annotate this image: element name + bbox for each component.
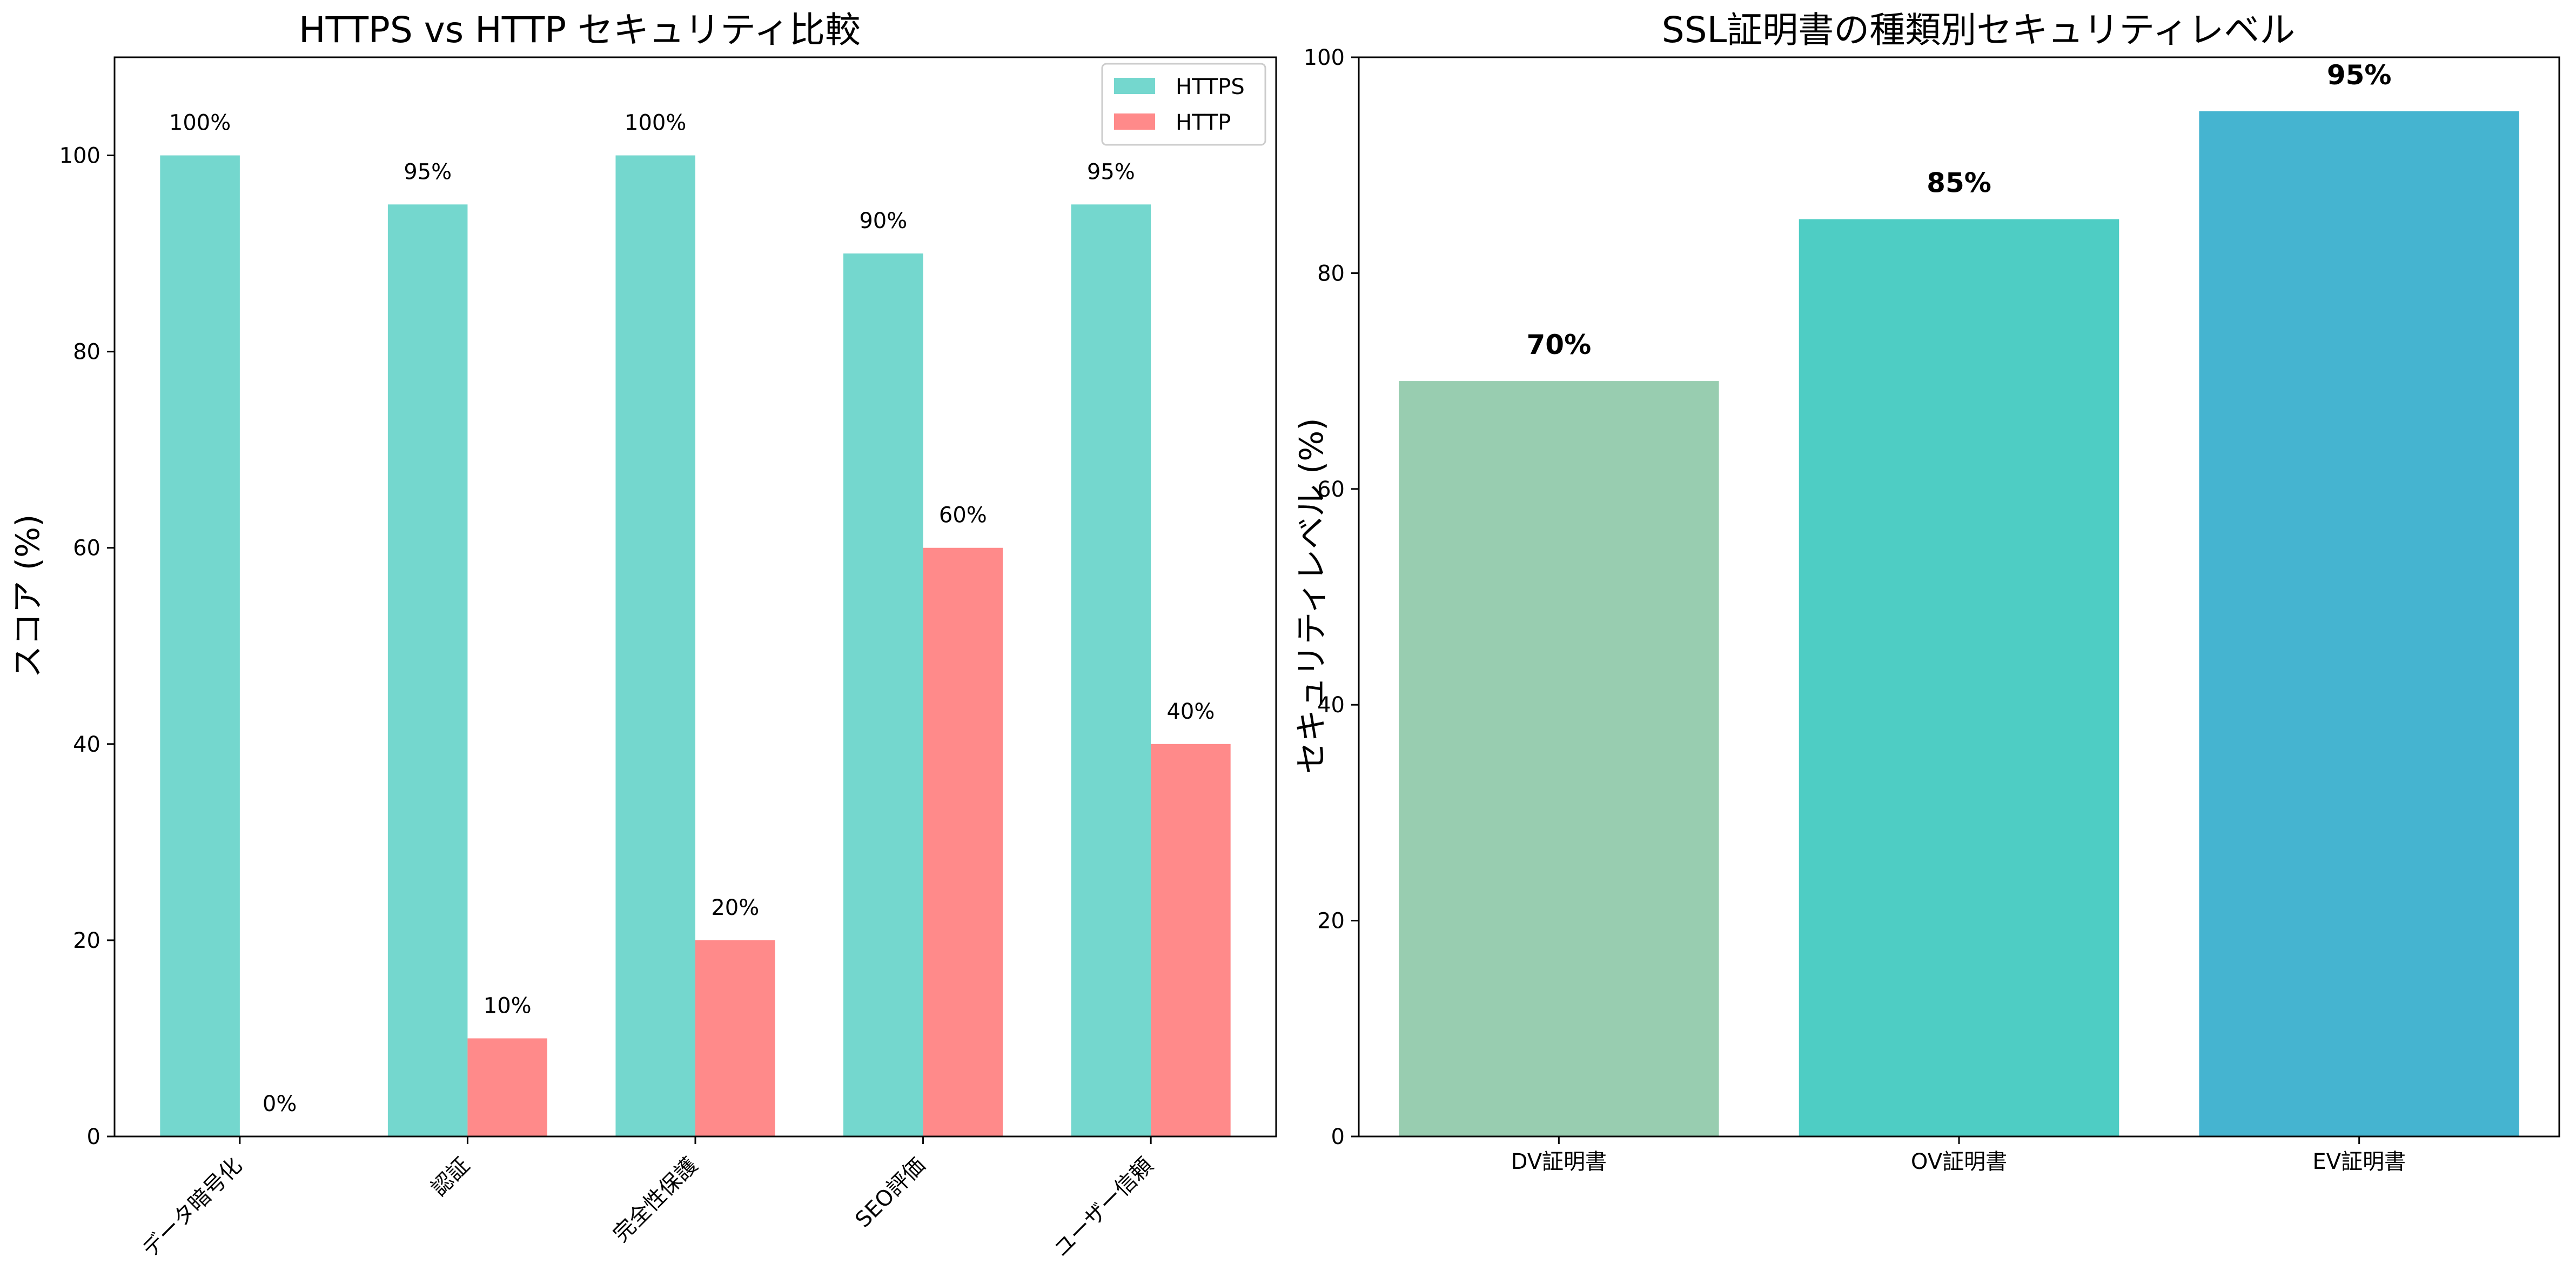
bar-cert-2 <box>2199 111 2519 1137</box>
chart2-y-axis-label: セキュリティレベル (%) <box>1293 418 1331 774</box>
y-tick-label: 60 <box>73 536 100 561</box>
y-tick-label: 40 <box>73 732 100 757</box>
value-label-https-1: 95% <box>404 159 452 184</box>
bar-https-1 <box>387 204 468 1137</box>
value-label-cert-0: 70% <box>1526 329 1591 360</box>
value-label-https-3: 90% <box>859 209 907 233</box>
chart2-ticks: 0 20 40 60 80 100 DV証明書 OV証明書 EV証明書 <box>1304 45 2406 1174</box>
y-tick-label: 60 <box>1317 477 1345 502</box>
legend-swatch-http <box>1114 113 1155 130</box>
bar-http-4 <box>1151 744 1231 1136</box>
bar-cert-1 <box>1799 219 2119 1136</box>
value-label-http-0: 0% <box>263 1092 297 1116</box>
value-label-https-0: 100% <box>169 111 231 136</box>
chart1-title: HTTPS vs HTTP セキュリティ比較 <box>299 9 861 51</box>
bar-https-4 <box>1071 204 1151 1137</box>
chart1-plot-frame <box>113 56 1277 1138</box>
y-tick-label: 0 <box>1331 1125 1345 1149</box>
y-tick-label: 0 <box>87 1125 100 1149</box>
bar-http-2 <box>695 940 775 1136</box>
value-label-http-3: 60% <box>939 503 987 528</box>
value-label-http-1: 10% <box>484 993 532 1018</box>
bar-https-3 <box>843 253 923 1136</box>
y-tick-label: 100 <box>59 144 100 169</box>
bar-cert-0 <box>1399 381 1719 1136</box>
value-label-https-4: 95% <box>1087 159 1135 184</box>
chart1-legend: HTTPS HTTP <box>1101 63 1266 146</box>
chart2-plot-frame <box>1358 56 2560 1138</box>
bar-https-0 <box>160 155 240 1137</box>
value-label-cert-1: 85% <box>1927 168 1991 199</box>
y-tick-label: 20 <box>1317 909 1345 934</box>
y-tick-label: 80 <box>1317 261 1345 286</box>
x-tick-label: EV証明書 <box>2312 1149 2406 1174</box>
value-label-https-2: 100% <box>625 111 686 136</box>
bar-http-3 <box>923 547 1003 1136</box>
value-label-http-4: 40% <box>1166 699 1215 724</box>
bar-https-2 <box>615 155 695 1137</box>
chart1-marks: 100% 95% 100% 90% 95% 0% 10% 20% 60% 40% <box>160 111 1231 1137</box>
chart-https-vs-http: HTTPS vs HTTP セキュリティ比較 スコア (%) 100%95%10… <box>9 9 1277 1262</box>
y-tick-label: 80 <box>73 340 100 365</box>
y-tick-label: 100 <box>1304 45 1345 70</box>
legend-swatch-https <box>1114 78 1155 94</box>
chart2-marks: 70% 85% 95% <box>1399 59 2519 1137</box>
chart2-title: SSL証明書の種類別セキュリティレベル <box>1662 9 2296 51</box>
value-label-http-2: 20% <box>711 895 759 920</box>
chart-ssl-certificates: SSL証明書の種類別セキュリティレベル セキュリティレベル (%) 70% 85%… <box>1293 9 2560 1174</box>
legend-label-http: HTTP <box>1176 110 1231 135</box>
y-tick-label: 40 <box>1317 693 1345 718</box>
x-tick-label: OV証明書 <box>1911 1149 2007 1174</box>
x-tick-label: DV証明書 <box>1511 1149 1607 1174</box>
legend-label-https: HTTPS <box>1176 75 1245 99</box>
y-tick-label: 20 <box>73 928 100 953</box>
chart1-y-axis-label: スコア (%) <box>9 514 47 678</box>
bar-http-1 <box>467 1038 547 1136</box>
value-label-cert-2: 95% <box>2327 59 2392 91</box>
